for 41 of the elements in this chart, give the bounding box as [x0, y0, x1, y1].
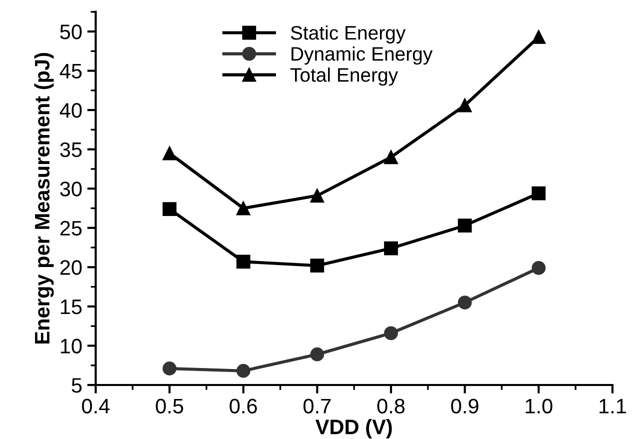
- y-tick-label: 20: [60, 260, 82, 275]
- legend-label: Total Energy: [290, 68, 398, 86]
- y-tick-label: 5: [72, 378, 82, 393]
- y-axis-title: Energy per Measurement (pJ): [34, 53, 54, 344]
- point: [532, 186, 546, 200]
- y-tick-label: 35: [60, 142, 82, 158]
- legend-label: Static Energy: [290, 25, 406, 44]
- x-tick-label: 1.1: [600, 398, 626, 414]
- y-tick-label: 25: [60, 220, 82, 236]
- y-tick-label: 45: [60, 64, 82, 79]
- x-tick-label: 0.9: [451, 398, 478, 414]
- point: [532, 261, 546, 275]
- point: [310, 347, 324, 362]
- y-tick-label: 30: [60, 182, 82, 196]
- point: [384, 150, 398, 164]
- point: [532, 30, 546, 44]
- legend-label: Dynamic Energy: [292, 46, 433, 65]
- point: [162, 362, 176, 376]
- y-tick-label: 40: [60, 103, 82, 118]
- x-tick-label: 0.8: [377, 398, 405, 414]
- point: [236, 201, 250, 216]
- x-tick-label: 0.5: [156, 398, 184, 414]
- point: [384, 326, 398, 340]
- x-tick-label: 0.4: [82, 398, 110, 414]
- x-axis-title: VDD (V): [315, 419, 392, 438]
- point: [236, 364, 250, 378]
- point: [458, 296, 472, 310]
- y-tick-label: 10: [60, 338, 82, 354]
- x-tick-label: 0.6: [230, 398, 257, 414]
- point: [310, 258, 324, 273]
- point: [310, 188, 324, 203]
- point: [384, 241, 398, 256]
- point: [162, 202, 176, 216]
- y-tick-label: 50: [60, 24, 82, 40]
- point: [458, 98, 472, 112]
- y-tick-label: 15: [60, 300, 82, 314]
- point: [162, 146, 176, 160]
- x-tick-label: 0.7: [304, 398, 331, 414]
- x-tick-label: 1.0: [526, 398, 552, 414]
- point: [236, 254, 250, 269]
- point: [458, 218, 472, 232]
